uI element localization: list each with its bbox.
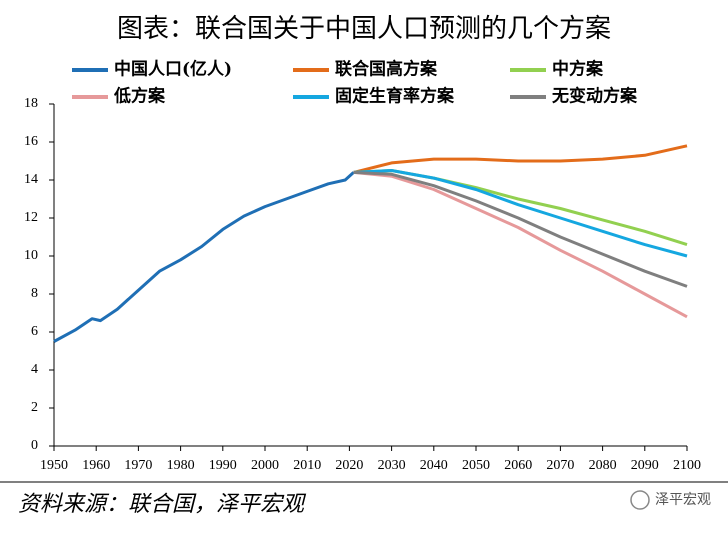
legend-label: 中方案 [552, 59, 604, 80]
source-note: 资料来源：联合国，泽平宏观 [18, 492, 307, 517]
y-tick-label: 6 [31, 324, 38, 339]
x-tick-label: 2080 [589, 458, 617, 473]
x-tick-label: 2050 [462, 458, 490, 473]
series-line [353, 144, 688, 174]
x-tick-label: 1990 [209, 458, 237, 473]
x-tick-label: 1970 [124, 458, 152, 473]
watermark: 泽平宏观 [655, 492, 711, 508]
y-tick-label: 16 [24, 134, 38, 149]
y-tick-label: 18 [24, 96, 38, 111]
y-tick-label: 8 [31, 286, 38, 301]
series-line [353, 170, 688, 319]
x-tick-label: 1960 [82, 458, 110, 473]
y-tick-label: 12 [24, 210, 38, 225]
y-tick-label: 14 [24, 172, 38, 187]
watermark-icon [630, 490, 650, 510]
x-tick-label: 2100 [673, 458, 701, 473]
series-line [353, 169, 688, 258]
series-line [53, 171, 355, 343]
x-tick-label: 2020 [335, 458, 363, 473]
x-tick-label: 2040 [420, 458, 448, 473]
x-tick-label: 2070 [546, 458, 574, 473]
x-tick-label: 2000 [251, 458, 279, 473]
x-tick-label: 2030 [378, 458, 406, 473]
y-tick-label: 2 [31, 400, 38, 415]
x-tick-label: 2010 [293, 458, 321, 473]
x-tick-label: 2060 [504, 458, 532, 473]
legend-label: 低方案 [113, 86, 166, 107]
legend-label: 无变动方案 [551, 86, 638, 107]
chart-title: 图表：联合国关于中国人口预测的几个方案 [117, 14, 611, 44]
y-tick-label: 4 [31, 362, 38, 377]
legend-label: 中国人口(亿人) [114, 59, 232, 80]
x-tick-label: 1980 [167, 458, 195, 473]
legend-label: 固定生育率方案 [335, 86, 455, 107]
x-tick-label: 2090 [631, 458, 659, 473]
y-tick-label: 10 [24, 248, 38, 263]
y-tick-label: 0 [31, 438, 38, 453]
series-line [353, 170, 688, 288]
legend-label: 联合国高方案 [335, 59, 438, 80]
x-tick-label: 1950 [40, 458, 68, 473]
